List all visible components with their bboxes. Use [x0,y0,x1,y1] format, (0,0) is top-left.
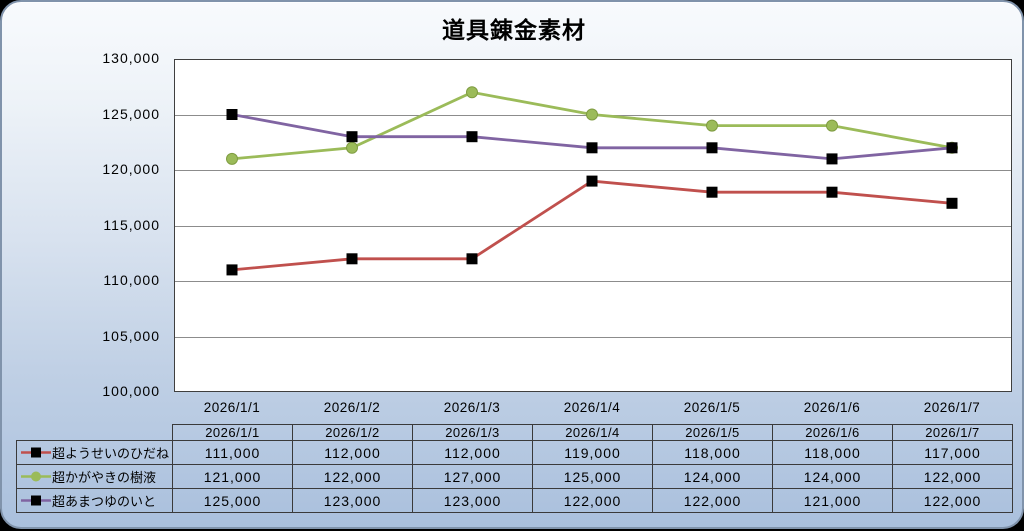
table-cell: 124,000 [652,464,773,489]
table-header-cell: 2026/1/3 [412,424,533,441]
table-row: 超ようせいのひだね 111,000 112,000 112,000 119,000 118… [16,440,1013,465]
y-axis-label: 115,000 [103,216,160,233]
y-axis-label: 105,000 [102,327,160,344]
y-axis-label: 110,000 [103,272,160,288]
y-axis-label: 120,000 [102,161,160,177]
table-header-cell: 2026/1/5 [652,424,773,441]
table-cell: 125,000 [532,464,653,489]
table-cell: 119,000 [532,440,653,465]
plot-area [174,59,1012,392]
x-axis-label: 2026/1/3 [443,400,501,415]
series-label: 超ようせいのひだね [52,446,170,461]
y-axis-label: 125,000 [102,105,160,122]
x-axis-label: 2026/1/1 [203,400,261,415]
table-cell: 121,000 [172,464,293,489]
table-header-cell: 2026/1/7 [892,424,1013,441]
x-axis-label: 2026/1/2 [323,400,381,415]
x-axis-label: 2026/1/4 [563,400,621,415]
table-cell: 123,000 [412,488,533,513]
table-header-cell: 2026/1/6 [772,424,893,441]
table-header-cell: 2026/1/2 [292,424,413,441]
table-corner-blank [17,425,173,441]
table-cell: 123,000 [292,488,413,513]
data-table: 2026/1/1 2026/1/2 2026/1/3 2026/1/4 2026/1/5… [16,424,1013,513]
table-cell: 118,000 [772,440,893,465]
chart-title: 道具錬金素材 [442,17,586,43]
table-cell: 112,000 [292,440,413,465]
table-cell: 121,000 [772,488,893,513]
table-cell: 122,000 [532,488,653,513]
gridline [175,114,1011,116]
legend-marker-icon [21,471,51,482]
table-cell: 122,000 [892,488,1013,513]
series-legend-cell: 超あまつゆのいと [16,488,173,513]
series-label: 超あまつゆのいと [52,494,157,509]
table-cell: 118,000 [652,440,773,465]
x-axis-label: 2026/1/6 [803,400,861,415]
table-cell: 122,000 [652,488,773,513]
gridline [175,225,1011,227]
table-cell: 122,000 [892,464,1013,489]
table-row: 超あまつゆのいと 125,000 123,000 123,000 122,000 122,… [16,488,1013,513]
gridline [175,170,1011,171]
gridline [175,336,1011,338]
table-cell: 125,000 [172,488,293,513]
x-axis-label: 2026/1/5 [683,400,741,415]
legend-marker-icon [21,447,51,458]
series-legend-cell: 超ようせいのひだね [16,440,173,465]
table-row: 超かがやきの樹液 121,000 122,000 127,000 125,000 124,… [16,464,1013,489]
table-header-cell: 2026/1/4 [532,424,653,441]
x-axis-label: 2026/1/7 [923,400,981,415]
table-cell: 124,000 [772,464,893,489]
series-label: 超かがやきの樹液 [52,470,157,485]
y-axis-label: 100,000 [102,383,160,399]
table-cell: 111,000 [172,440,293,465]
y-axis-label: 130,000 [102,50,160,66]
table-cell: 122,000 [292,464,413,489]
table-header-cell: 2026/1/1 [172,424,293,441]
series-legend-cell: 超かがやきの樹液 [16,464,173,489]
table-cell: 112,000 [412,440,533,465]
legend-marker-icon [21,495,51,506]
table-cell: 117,000 [892,440,1013,465]
table-cell: 127,000 [412,464,533,489]
gridline [175,281,1011,282]
